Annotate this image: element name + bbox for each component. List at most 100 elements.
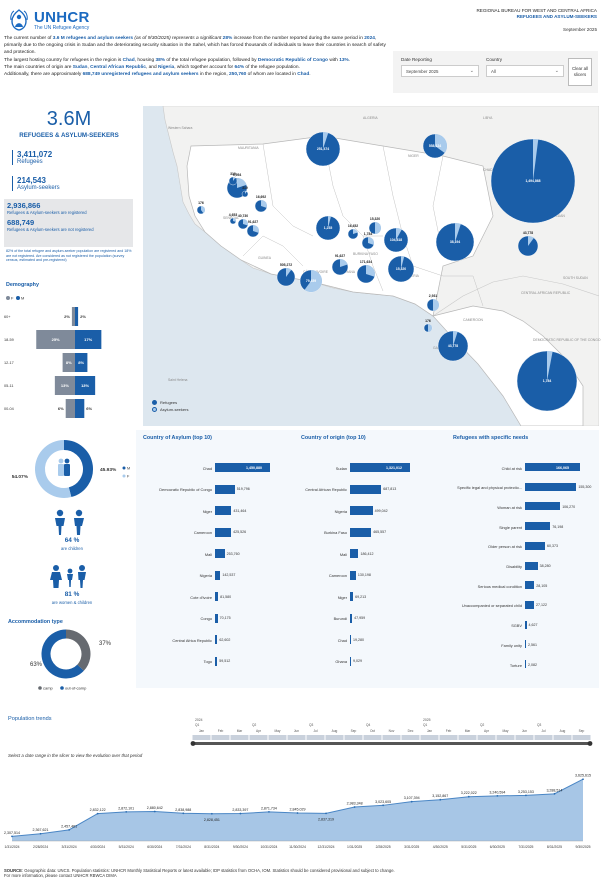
bar[interactable] <box>215 613 218 623</box>
map-bubble[interactable] <box>361 236 375 250</box>
map-bubble[interactable] <box>423 323 433 333</box>
bar[interactable] <box>350 592 354 601</box>
refugee-map[interactable]: MALINIGERCHADNIGERIACAMEROONCENTRAL AFRI… <box>143 105 601 427</box>
map-bubble[interactable] <box>305 131 341 167</box>
bar[interactable] <box>525 502 561 511</box>
bar-category-label: Niger <box>202 508 212 514</box>
date-range-slider[interactable]: 2024 2025 Q1 Q2 Q3 Q4 Q1 Q2 Q3 Jan Feb Mar Apr May Jun… <box>188 716 597 746</box>
map-bubble[interactable] <box>315 215 341 241</box>
bar[interactable] <box>215 635 218 644</box>
trend-point <box>96 812 99 815</box>
map-bubble[interactable] <box>490 138 576 224</box>
bar[interactable] <box>215 527 232 537</box>
map-bubble[interactable] <box>331 258 349 276</box>
bar[interactable] <box>215 570 221 580</box>
map-bubble[interactable] <box>254 199 268 213</box>
bar[interactable] <box>525 482 577 491</box>
bar[interactable] <box>525 541 545 550</box>
map-bubble[interactable] <box>276 267 296 287</box>
map-bubble[interactable] <box>387 255 415 283</box>
map-bubble[interactable] <box>246 224 260 238</box>
bar[interactable] <box>350 484 382 494</box>
map-bubble[interactable] <box>516 350 578 412</box>
bar[interactable] <box>525 561 538 570</box>
trend-value-label: 3,240,594 <box>489 790 505 794</box>
map-bubble[interactable] <box>435 222 475 262</box>
slider-month-cell <box>439 735 458 740</box>
bar-category-label: Cameroon <box>328 573 347 578</box>
bar[interactable] <box>215 463 270 472</box>
bar-value-label: 70,175 <box>219 616 231 620</box>
map-bubble[interactable] <box>368 221 382 235</box>
map-country-label: Western Sahara <box>168 126 193 130</box>
slider-month-cell <box>344 735 363 740</box>
bar[interactable] <box>215 656 218 666</box>
bar[interactable] <box>350 463 410 472</box>
map-bubble-label: 15,320 <box>369 217 381 221</box>
bar-category-label: Congo <box>200 616 212 621</box>
bar-value-label: 253,760 <box>226 551 240 556</box>
bar-value-label: 431,464 <box>233 508 247 513</box>
map-bubble[interactable] <box>383 227 409 253</box>
bar[interactable] <box>350 527 372 537</box>
bar[interactable] <box>350 570 356 580</box>
map-bubble[interactable] <box>299 269 323 293</box>
bar[interactable] <box>215 484 235 494</box>
date-select[interactable]: September 2025 ⌄ <box>401 65 479 77</box>
bar[interactable] <box>525 463 580 471</box>
map-bubble-label: 176 <box>425 319 431 323</box>
map-bubble[interactable] <box>228 176 238 186</box>
slider-month-cell <box>249 735 268 740</box>
trend-point <box>353 806 356 808</box>
map-country-label: Saint Helena <box>168 378 188 382</box>
map-bubble-label: 79,459 <box>305 279 317 283</box>
country-select[interactable]: All ⌄ <box>486 65 564 77</box>
map-bubble[interactable] <box>196 205 206 215</box>
map-bubble[interactable] <box>517 235 539 257</box>
map-bubble[interactable] <box>237 218 249 230</box>
chevron-down-icon: ⌄ <box>469 68 474 74</box>
bar-value-label: 81,580 <box>220 594 232 599</box>
map-country-label: GHANA <box>343 270 356 274</box>
bar[interactable] <box>215 592 219 601</box>
bar-value-label: 1,321,012 <box>386 465 402 470</box>
bar[interactable] <box>350 656 351 666</box>
slider-month-cell <box>363 735 382 740</box>
bar[interactable] <box>525 640 526 649</box>
bar[interactable] <box>525 620 527 629</box>
legend-camp-dot <box>38 686 42 690</box>
bar[interactable] <box>215 549 225 558</box>
trend-note: Select a date range in the slicer to vie… <box>8 753 143 758</box>
female-pct-label: 6% <box>58 406 64 411</box>
bar[interactable] <box>215 506 232 515</box>
bar[interactable] <box>525 660 526 668</box>
map-bubble[interactable] <box>437 330 469 362</box>
bar[interactable] <box>525 522 551 531</box>
map-bubble[interactable] <box>229 217 237 225</box>
map-bubble-label: 558,124 <box>428 144 442 148</box>
bar-category-label: Sudan <box>335 465 347 471</box>
bar[interactable] <box>350 549 359 558</box>
bar[interactable] <box>350 613 353 623</box>
bar-value-label: 69,213 <box>355 594 367 599</box>
trend-point <box>268 810 270 813</box>
bar[interactable] <box>525 600 534 609</box>
bar[interactable] <box>350 635 351 644</box>
refugees-legend-dot <box>152 400 157 405</box>
map-bubble[interactable] <box>422 133 448 159</box>
map-bubble[interactable] <box>356 264 376 284</box>
contact-text: For more information, please contact UNH… <box>4 873 117 879</box>
bar[interactable] <box>350 506 373 515</box>
asylum-value: 214,543 <box>17 176 46 185</box>
trend-value-label: 2,845,029 <box>290 808 306 812</box>
map-bubble[interactable] <box>347 228 359 240</box>
bar[interactable] <box>525 581 535 590</box>
map-bubble[interactable] <box>426 298 440 312</box>
map-bubble[interactable] <box>241 190 249 198</box>
refugees-legend-label: Refugees <box>160 400 178 405</box>
clear-slicers-button[interactable]: Clear all slicers <box>568 58 592 86</box>
age-label: 60+ <box>4 315 11 319</box>
trend-point <box>182 812 185 815</box>
map-bubble-label: 91,627 <box>247 220 259 224</box>
slider-month-label: Jul <box>313 729 317 733</box>
